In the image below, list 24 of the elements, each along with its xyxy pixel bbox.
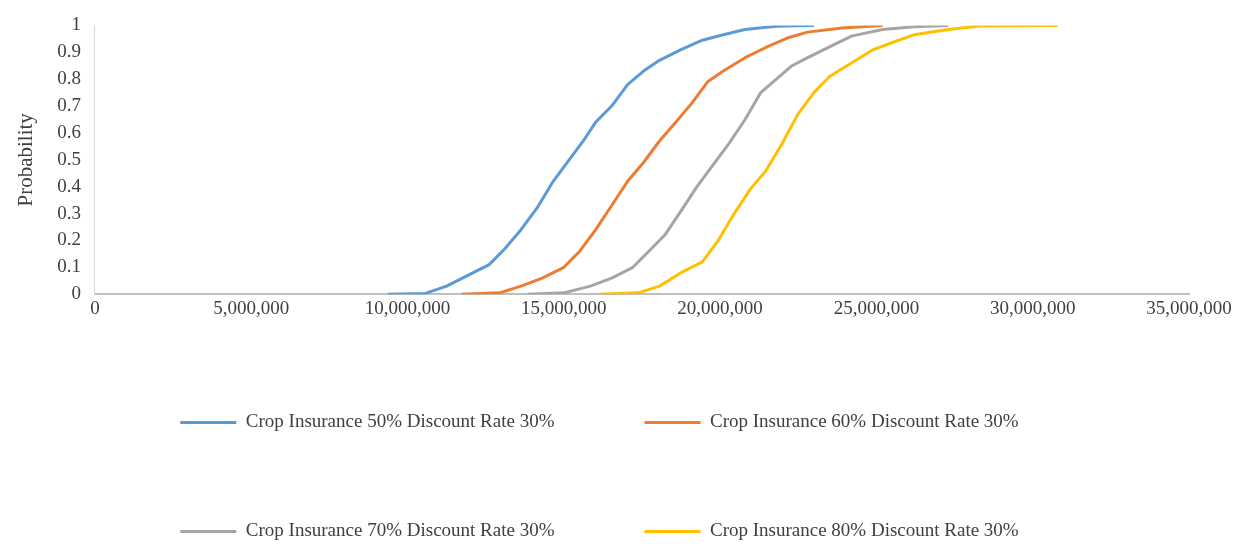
x-tick-label: 35,000,000 — [1146, 296, 1232, 318]
y-tick-label: 0.4 — [57, 174, 82, 196]
legend-label: Crop Insurance 80% Discount Rate 30% — [710, 519, 1019, 541]
x-tick-label: 15,000,000 — [521, 296, 607, 318]
legend-label: Crop Insurance 70% Discount Rate 30% — [245, 519, 555, 541]
x-tick-label: 20,000,000 — [677, 296, 763, 318]
x-tick-label: 30,000,000 — [989, 296, 1076, 318]
y-tick-label: 0.6 — [57, 120, 81, 142]
y-axis-title: Probability — [13, 112, 38, 207]
x-tick-label: 10,000,000 — [364, 296, 451, 318]
x-tick-label: 0 — [90, 296, 100, 318]
y-tick-label: 0.7 — [57, 94, 81, 116]
legend-label: Crop Insurance 60% Discount Rate 30% — [710, 410, 1019, 432]
y-tick-label: 0.2 — [57, 228, 81, 250]
y-tick-label: 0.9 — [57, 40, 81, 62]
y-tick-label: 0 — [71, 282, 81, 304]
y-tick-label: 0.8 — [57, 67, 81, 89]
y-tick-label: 0.1 — [57, 255, 81, 277]
y-tick-label: 1 — [71, 13, 81, 35]
y-tick-label: 0.5 — [57, 147, 81, 169]
legend-label: Crop Insurance 50% Discount Rate 30% — [245, 410, 555, 432]
x-tick-label: 25,000,000 — [833, 296, 920, 318]
y-tick-label: 0.3 — [57, 201, 81, 223]
x-tick-label: 5,000,000 — [213, 296, 290, 318]
